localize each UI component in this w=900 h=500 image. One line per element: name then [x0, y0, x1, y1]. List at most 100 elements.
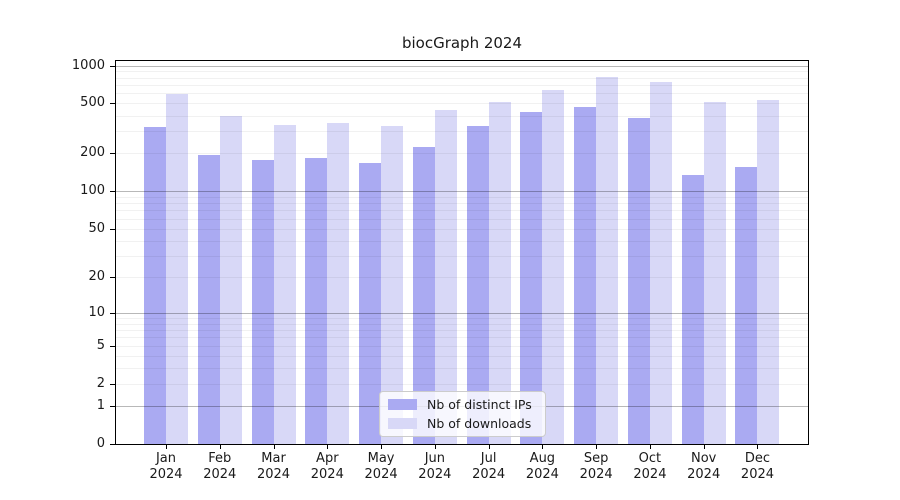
y-tick-label-20: 20 [88, 269, 105, 285]
y-tick-10 [110, 312, 115, 314]
y-tick-2 [110, 383, 115, 385]
y-tick-label-100: 100 [80, 183, 105, 199]
x-tick-label-jul: Jul 2024 [472, 451, 506, 482]
gridline-9 [116, 317, 808, 319]
gridline-90 [116, 196, 808, 198]
legend: Nb of distinct IPs Nb of downloads [379, 391, 546, 437]
legend-row-downloads: Nb of downloads [388, 416, 537, 431]
gridline-7 [116, 330, 808, 332]
bar-may-distinct-ips [359, 163, 382, 444]
y-tick-20 [110, 277, 115, 279]
bar-dec-distinct-ips [735, 167, 758, 444]
y-tick-label-1000: 1000 [71, 57, 105, 73]
bar-oct-downloads [649, 81, 672, 444]
x-tick-label-apr: Apr 2024 [310, 451, 344, 482]
y-tick-label-0: 0 [96, 436, 105, 451]
bar-jan-distinct-ips [144, 127, 166, 444]
gridline-900 [116, 71, 808, 73]
legend-label-distinct-ips: Nb of distinct IPs [427, 397, 532, 412]
legend-swatch-downloads [388, 418, 417, 429]
bar-jun-downloads [434, 110, 457, 444]
x-tick-nov [703, 445, 705, 449]
gridline-1000 [116, 65, 808, 67]
y-tick-label-10: 10 [88, 304, 105, 320]
gridline-20 [116, 277, 808, 279]
x-tick-oct [649, 445, 651, 449]
plot-area [115, 60, 809, 445]
y-tick-500 [110, 103, 115, 105]
bar-feb-distinct-ips [197, 154, 220, 444]
gridline-2 [116, 383, 808, 385]
bar-sep-distinct-ips [574, 107, 597, 444]
chart-title: biocGraph 2024 [401, 34, 523, 52]
gridline-200 [116, 153, 808, 155]
gridline-6 [116, 337, 808, 339]
bar-nov-downloads [703, 102, 726, 444]
x-tick-jul [488, 445, 490, 449]
gridline-500 [116, 103, 808, 105]
gridline-10 [116, 312, 808, 314]
gridline-400 [116, 115, 808, 117]
x-tick-may [381, 445, 383, 449]
bar-aug-distinct-ips [520, 112, 543, 444]
y-tick-label-500: 500 [80, 95, 105, 111]
bar-aug-downloads [542, 89, 565, 444]
gridline-4 [116, 355, 808, 357]
gridline-300 [116, 131, 808, 133]
x-tick-sep [596, 445, 598, 449]
bar-sep-downloads [596, 77, 619, 444]
y-tick-5 [110, 345, 115, 347]
y-tick-0 [110, 444, 115, 445]
bar-jul-downloads [488, 101, 511, 444]
y-tick-1000 [110, 65, 115, 67]
x-tick-label-mar: Mar 2024 [256, 451, 291, 482]
x-tick-label-oct: Oct 2024 [633, 451, 667, 482]
y-tick-label-50: 50 [88, 220, 105, 236]
gridline-70 [116, 210, 808, 212]
bar-mar-downloads [273, 124, 296, 444]
x-tick-label-sep: Sep 2024 [579, 451, 613, 482]
y-tick-1 [110, 406, 115, 408]
y-tick-label-5: 5 [96, 337, 105, 353]
x-tick-label-feb: Feb 2024 [203, 451, 237, 482]
legend-swatch-distinct-ips [388, 399, 417, 410]
gridline-700 [116, 85, 808, 87]
legend-row-distinct-ips: Nb of distinct IPs [388, 397, 537, 412]
legend-label-downloads: Nb of downloads [427, 416, 532, 431]
bar-mar-distinct-ips [251, 159, 274, 444]
x-tick-dec [757, 445, 759, 449]
bar-apr-distinct-ips [305, 157, 328, 444]
bar-jun-distinct-ips [412, 147, 435, 444]
y-tick-200 [110, 153, 115, 155]
gridline-50 [116, 228, 808, 230]
x-tick-jan [166, 445, 167, 449]
gridline-100 [116, 191, 808, 193]
x-tick-mar [273, 445, 275, 449]
gridline-600 [116, 93, 808, 95]
gridline-3 [116, 368, 808, 370]
bar-may-downloads [381, 126, 404, 444]
x-tick-label-jun: Jun 2024 [418, 451, 452, 482]
gridline-8 [116, 323, 808, 325]
x-tick-jun [434, 445, 436, 449]
bar-feb-downloads [219, 116, 242, 444]
x-tick-label-may: May 2024 [364, 451, 398, 482]
gridline-800 [116, 77, 808, 79]
y-tick-label-2: 2 [96, 375, 105, 391]
gridline-80 [116, 203, 808, 205]
x-tick-aug [542, 445, 544, 449]
y-tick-label-1: 1 [96, 398, 105, 414]
y-tick-100 [110, 191, 115, 193]
x-tick-label-aug: Aug 2024 [525, 451, 559, 482]
gridline-5 [116, 345, 808, 347]
bar-apr-downloads [327, 122, 350, 444]
gridline-30 [116, 255, 808, 257]
x-tick-apr [327, 445, 329, 449]
gridline-40 [116, 240, 808, 242]
x-tick-label-jan: Jan 2024 [149, 451, 183, 482]
bar-dec-downloads [757, 100, 780, 444]
gridline-60 [116, 218, 808, 220]
y-tick-label-200: 200 [80, 145, 105, 161]
x-tick-feb [219, 445, 221, 449]
